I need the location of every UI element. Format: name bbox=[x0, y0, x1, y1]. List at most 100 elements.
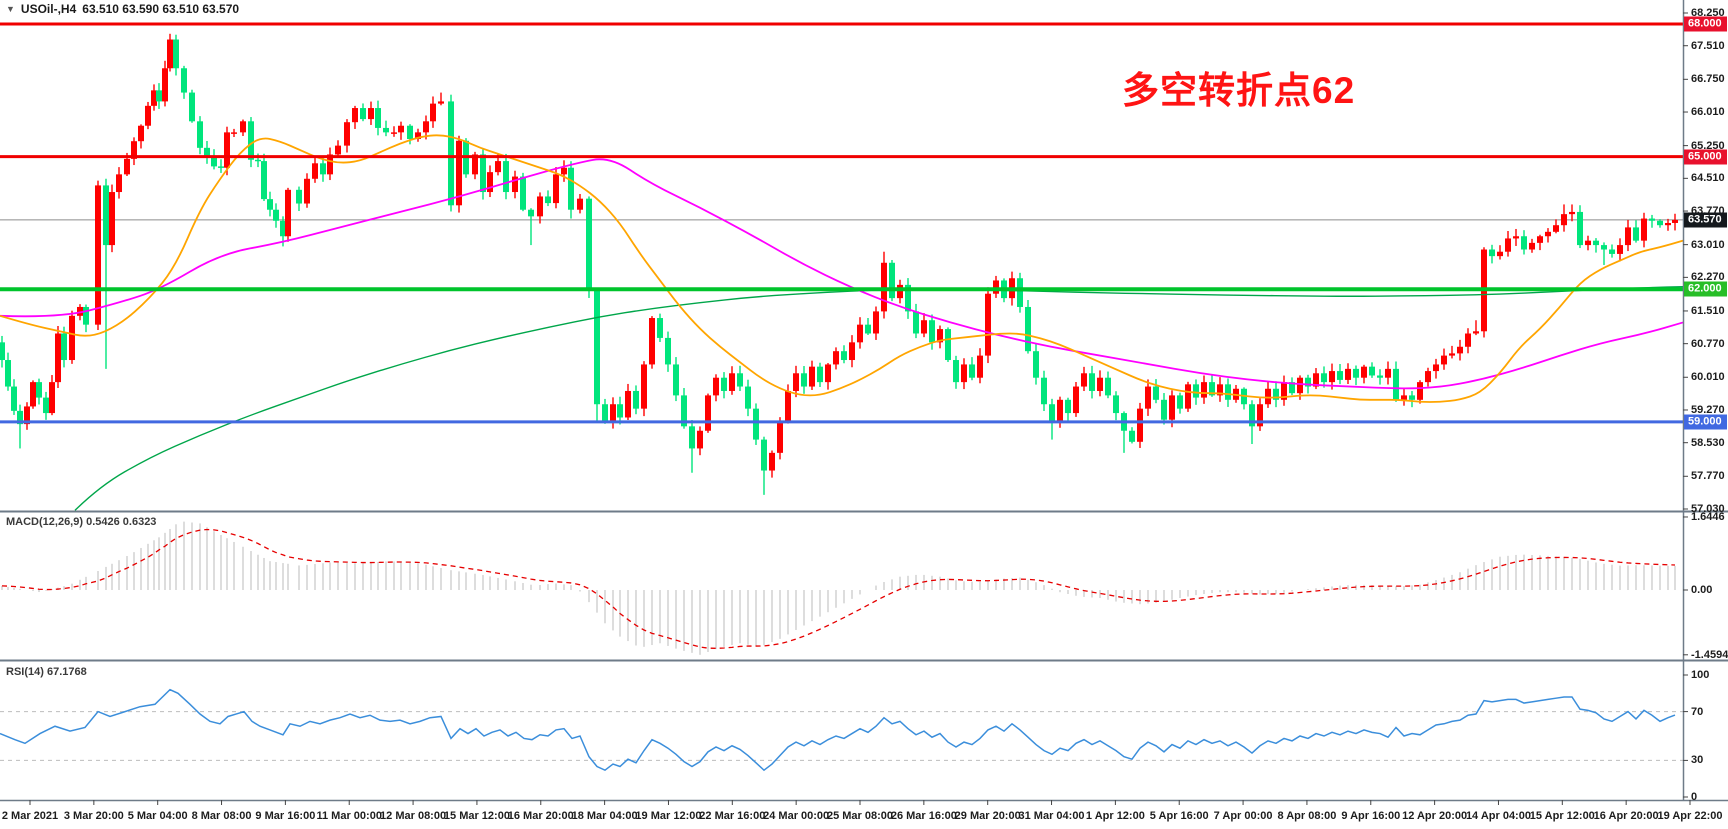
candle-bull bbox=[430, 103, 436, 122]
candle-bull bbox=[561, 167, 567, 175]
candle-bear bbox=[1025, 306, 1031, 352]
time-axis-label: 9 Apr 16:00 bbox=[1341, 810, 1401, 822]
candle-bear bbox=[594, 290, 600, 405]
candle-bear bbox=[1177, 395, 1183, 409]
rsi-axis-label: 30 bbox=[1691, 754, 1704, 767]
candle-bull bbox=[833, 351, 839, 365]
price-axis-label: 57.030 bbox=[1691, 503, 1725, 515]
time-axis-label: 18 Mar 04:00 bbox=[571, 810, 638, 822]
candle-bear bbox=[953, 360, 959, 383]
candle-bull bbox=[116, 174, 122, 193]
candle-bull bbox=[1297, 377, 1303, 394]
candle-bull bbox=[1665, 222, 1671, 226]
rsi-axis-label: 100 bbox=[1691, 669, 1710, 681]
candle-bull bbox=[1169, 395, 1175, 420]
candle-bull bbox=[713, 377, 719, 396]
rsi-indicator-label: RSI(14) 67.1768 bbox=[6, 666, 87, 678]
candle-bull bbox=[825, 364, 831, 383]
candle-bear bbox=[1249, 404, 1255, 427]
time-axis-label: 3 Mar 20:00 bbox=[63, 810, 124, 822]
price-axis-label: 59.270 bbox=[1691, 403, 1725, 416]
time-axis-label: 29 Mar 20:00 bbox=[954, 810, 1021, 822]
candle-bull bbox=[423, 121, 429, 133]
candle-bull bbox=[512, 176, 518, 193]
candle-bear bbox=[801, 373, 807, 387]
candle-bear bbox=[568, 167, 574, 210]
candle-bull bbox=[352, 108, 358, 123]
price-badge-65.000: 65.000 bbox=[1684, 149, 1727, 165]
time-axis-label: 1 Apr 12:00 bbox=[1085, 810, 1145, 822]
time-axis-label: 2 Mar 2021 bbox=[1, 810, 59, 822]
candle-bull bbox=[1617, 245, 1623, 254]
candle-bear bbox=[929, 320, 935, 343]
symbol-dropdown-icon[interactable]: ▼ bbox=[6, 4, 15, 14]
candle-bear bbox=[273, 209, 279, 221]
candle-bear bbox=[1113, 395, 1119, 414]
candle-bear bbox=[969, 364, 975, 378]
candle-bear bbox=[173, 39, 179, 69]
candle-bull bbox=[1465, 333, 1471, 347]
candle-bull bbox=[809, 366, 815, 387]
time-axis-label: 12 Apr 20:00 bbox=[1402, 810, 1468, 822]
candle-bear bbox=[681, 395, 687, 427]
price-badge-63.570: 63.570 bbox=[1684, 212, 1727, 228]
candle-bear bbox=[1409, 395, 1415, 400]
time-axis-label: 5 Apr 16:00 bbox=[1149, 810, 1209, 822]
candle-bear bbox=[1601, 245, 1607, 250]
time-axis-label: 19 Apr 22:00 bbox=[1657, 810, 1723, 822]
candle-bear bbox=[745, 386, 751, 409]
candle-bear bbox=[1049, 404, 1055, 422]
price-axis-label: 64.510 bbox=[1691, 172, 1725, 185]
candle-bear bbox=[1041, 377, 1047, 405]
candle-bull bbox=[1561, 214, 1567, 226]
candle-bear bbox=[197, 121, 203, 148]
candle-bear bbox=[617, 404, 623, 418]
candle-bear bbox=[17, 410, 23, 425]
candle-bear bbox=[528, 209, 534, 217]
candle-bull bbox=[785, 390, 791, 422]
candle-bull bbox=[1417, 382, 1423, 400]
time-axis-label: 12 Mar 08:00 bbox=[380, 810, 447, 822]
candle-bull bbox=[1553, 225, 1559, 232]
candle-bear bbox=[267, 199, 273, 210]
candle-bull bbox=[95, 185, 101, 325]
candle-bear bbox=[1033, 351, 1039, 378]
candle-bull bbox=[1473, 331, 1479, 334]
candle-bull bbox=[1329, 371, 1335, 383]
candle-bull bbox=[1257, 404, 1263, 427]
candle-bear bbox=[657, 318, 663, 338]
candle-bear bbox=[1521, 236, 1527, 250]
candle-bull bbox=[1081, 373, 1087, 387]
candle-bull bbox=[1545, 231, 1551, 237]
candle-bear bbox=[1129, 430, 1135, 442]
macd-axis-label: -1.4594 bbox=[1691, 648, 1728, 661]
candle-bull bbox=[937, 329, 943, 343]
price-axis-label: 58.530 bbox=[1691, 436, 1725, 449]
candle-bear bbox=[5, 360, 11, 387]
candle-bull bbox=[985, 293, 991, 356]
candle-bear bbox=[1489, 249, 1495, 257]
candle-bull bbox=[610, 404, 616, 422]
candle-bull bbox=[368, 108, 374, 120]
candle-bull bbox=[1641, 218, 1647, 241]
time-axis-label: 26 Mar 16:00 bbox=[890, 810, 957, 822]
candle-bear bbox=[1161, 399, 1167, 420]
candle-bear bbox=[1393, 368, 1399, 400]
candle-bear bbox=[211, 156, 217, 167]
ma-mid-line bbox=[0, 158, 1684, 390]
price-axis-label: 60.010 bbox=[1691, 371, 1725, 384]
candle-bear bbox=[1105, 377, 1111, 396]
candle-bull bbox=[537, 196, 543, 217]
candle-bull bbox=[729, 373, 735, 391]
candle-bull bbox=[1457, 346, 1463, 354]
candle-bull bbox=[1313, 373, 1319, 387]
chart-title-bar[interactable]: ▼ USOil-,H4 63.510 63.590 63.510 63.570 bbox=[6, 2, 239, 16]
candle-bull bbox=[304, 178, 310, 204]
price-axis-label: 62.270 bbox=[1691, 271, 1725, 284]
candle-bear bbox=[945, 329, 951, 361]
annotation-text: 多空转折点62 bbox=[1122, 70, 1356, 111]
candle-bear bbox=[1153, 386, 1159, 400]
rsi-axis-label: 70 bbox=[1691, 705, 1704, 718]
